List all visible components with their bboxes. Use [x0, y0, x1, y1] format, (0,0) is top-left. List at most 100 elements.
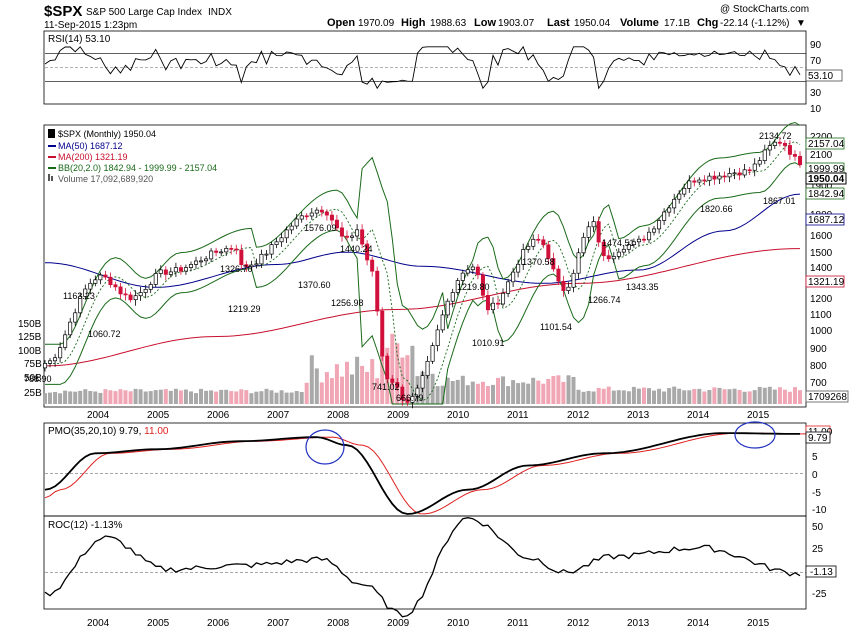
candle-body [53, 357, 58, 362]
candle-body [682, 188, 687, 195]
candle-body [742, 169, 747, 176]
legend-volume: Volume 17,092,689,920 [58, 174, 153, 184]
volume-bar [183, 389, 188, 404]
candle-body [390, 378, 395, 383]
candle-body [304, 215, 309, 218]
volume-bar [621, 390, 626, 404]
candle-body [93, 279, 98, 284]
volume-bar [93, 391, 98, 404]
price-panel [43, 124, 807, 408]
candle-body [279, 237, 284, 243]
candle-body [631, 241, 636, 245]
candle-body [727, 173, 732, 178]
candle-body [626, 244, 631, 250]
candle-body [657, 220, 662, 230]
volume-bar [254, 391, 259, 404]
candle-body [707, 175, 712, 181]
volume-bar [158, 389, 163, 404]
volume-tick: 100B [18, 346, 42, 357]
roc-panel [43, 515, 807, 610]
pmo-tick: 0 [812, 470, 818, 481]
volume-bar [707, 390, 712, 404]
candle-body [334, 219, 339, 229]
candle-body [435, 329, 440, 346]
year-label: 2004 [87, 618, 110, 629]
volume-bar [561, 381, 566, 404]
volume-bar [395, 343, 400, 404]
candle-body [229, 248, 234, 250]
roc-label: ROC(12) -1.13% [48, 520, 123, 531]
volume-bar [370, 359, 375, 404]
year-label: 2015 [747, 618, 770, 629]
chg-value: -22.14 (-1.12%) [720, 18, 789, 29]
candle-body [757, 160, 762, 165]
volume-bar [470, 381, 475, 404]
exchange: INDX [208, 7, 232, 18]
volume-bar [143, 391, 148, 404]
price-tick: 800 [810, 361, 827, 372]
volume-bar [657, 388, 662, 404]
candle-body [133, 295, 138, 301]
volume-bar [153, 390, 158, 404]
year-label: 2009 [387, 410, 410, 421]
volume-bar [737, 390, 742, 404]
volume-bar [78, 390, 83, 404]
volume-bar [662, 391, 667, 404]
candle-body [697, 179, 702, 183]
candle-body [521, 249, 526, 265]
candle-body [596, 221, 601, 243]
candle-body [732, 172, 737, 175]
bb-mid-value: 1999.99 [808, 164, 845, 175]
candle-body [747, 169, 752, 172]
candle-body [455, 280, 460, 293]
candle-body [475, 266, 480, 276]
candle-body [380, 310, 385, 357]
pmo-line [44, 432, 800, 515]
candle-body [113, 284, 118, 288]
candle-body [490, 302, 495, 311]
volume-bar [798, 390, 802, 404]
candle-body [405, 399, 410, 403]
candle-body [440, 314, 445, 331]
volume-bar [642, 387, 646, 404]
price-legend: $SPX (Monthly) 1950.04 MA(50) 1687.12 MA… [48, 129, 217, 184]
candle-body [415, 387, 420, 397]
candle-body [541, 239, 546, 246]
symbol: $SPX [44, 3, 82, 20]
bb-upper-value: 2157.04 [808, 139, 845, 150]
candle-body [219, 251, 224, 254]
candle-body [722, 175, 727, 178]
volume-bar [259, 391, 264, 404]
volume-bar [133, 388, 138, 404]
year-label: 2013 [627, 618, 650, 629]
roc-plot [44, 517, 806, 618]
candle-body [601, 241, 606, 257]
candle-body [465, 269, 470, 274]
annotation: 788.90 [24, 374, 52, 384]
candle-body [606, 255, 611, 260]
candle-body [360, 229, 365, 245]
candle-body [173, 267, 178, 273]
candle-body [501, 292, 506, 305]
roc-tick: 50 [812, 522, 824, 533]
candle-body [717, 175, 722, 180]
candle-body [239, 249, 244, 266]
candle-body [581, 236, 586, 254]
volume-tick: 75B [24, 359, 42, 370]
roc-last-tag [805, 565, 837, 578]
volume-bar [345, 361, 349, 404]
candle-body [425, 360, 430, 376]
candle-body [787, 145, 792, 155]
volume-bar [58, 393, 63, 404]
candle-body [496, 302, 501, 305]
high-label: High [401, 17, 426, 29]
volume-bar [757, 386, 762, 404]
roc-tick: 25 [812, 544, 824, 555]
volume-bar [334, 364, 339, 404]
legend-bb: BB(20,2.0) 1842.94 - 1999.99 - 2157.04 [58, 163, 217, 173]
volume-bar [204, 390, 209, 404]
volume-bar [98, 392, 103, 404]
bb-lower-line [45, 162, 801, 405]
volume-bar [491, 384, 495, 404]
